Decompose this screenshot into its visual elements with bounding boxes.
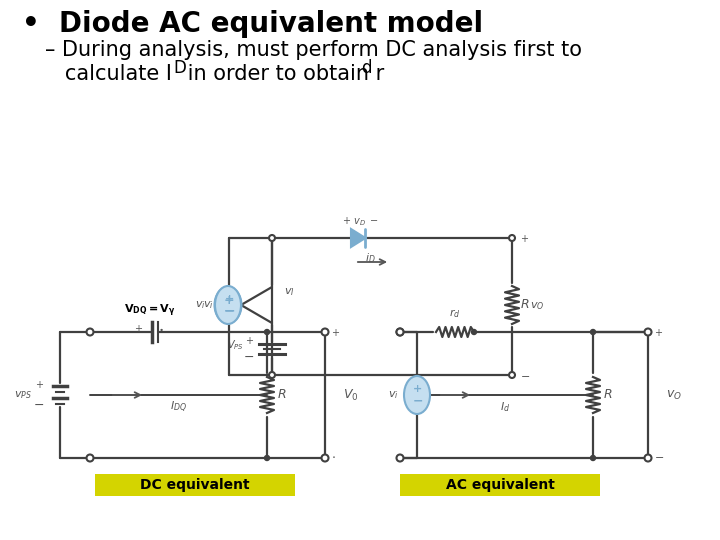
Circle shape xyxy=(509,372,515,378)
Text: $-$: $-$ xyxy=(654,451,664,461)
Circle shape xyxy=(264,456,269,461)
Text: $R$: $R$ xyxy=(277,388,287,402)
Text: $v_O$: $v_O$ xyxy=(530,301,544,313)
Circle shape xyxy=(397,328,403,335)
Circle shape xyxy=(269,372,275,378)
Text: +: + xyxy=(413,384,423,394)
Text: −: − xyxy=(224,305,234,318)
Text: $\mathbf{V_{DQ} = V_\gamma}$: $\mathbf{V_{DQ} = V_\gamma}$ xyxy=(124,302,176,319)
Text: $+$: $+$ xyxy=(520,233,529,244)
Text: $v_I$: $v_I$ xyxy=(284,286,294,298)
Text: AC equivalent: AC equivalent xyxy=(446,478,554,492)
Ellipse shape xyxy=(215,286,241,324)
Circle shape xyxy=(509,235,515,241)
Circle shape xyxy=(590,329,595,334)
Text: $R$: $R$ xyxy=(603,388,613,402)
Circle shape xyxy=(644,328,652,335)
Text: $\bullet$: $\bullet$ xyxy=(158,325,164,334)
Text: $-$: $-$ xyxy=(243,349,254,362)
Text: $\cdot$: $\cdot$ xyxy=(331,449,336,462)
Ellipse shape xyxy=(404,376,430,414)
Text: −: − xyxy=(223,303,235,317)
Text: – During analysis, must perform DC analysis first to: – During analysis, must perform DC analy… xyxy=(45,40,582,60)
Circle shape xyxy=(322,455,328,462)
Text: $+$: $+$ xyxy=(35,379,44,389)
Circle shape xyxy=(510,373,515,377)
Text: $+$: $+$ xyxy=(134,323,143,334)
Text: $v_i$: $v_i$ xyxy=(388,389,399,401)
Text: in order to obtain r: in order to obtain r xyxy=(181,64,384,84)
Text: $i_D$: $i_D$ xyxy=(364,251,375,265)
Circle shape xyxy=(264,329,269,334)
Ellipse shape xyxy=(215,287,241,323)
Text: D: D xyxy=(173,59,186,77)
Text: $I_{DQ}$: $I_{DQ}$ xyxy=(170,400,187,415)
Circle shape xyxy=(397,328,403,335)
Text: $+\ v_D\ -$: $+\ v_D\ -$ xyxy=(341,215,379,228)
Circle shape xyxy=(322,328,328,335)
Circle shape xyxy=(472,329,477,334)
Text: $+$: $+$ xyxy=(654,327,663,338)
Text: $v_{PS}$: $v_{PS}$ xyxy=(14,389,32,401)
FancyBboxPatch shape xyxy=(95,474,295,496)
Text: $+$: $+$ xyxy=(331,327,340,338)
Circle shape xyxy=(269,235,275,241)
Circle shape xyxy=(86,328,94,335)
Circle shape xyxy=(397,455,403,462)
Text: •  Diode AC equivalent model: • Diode AC equivalent model xyxy=(22,10,483,38)
Polygon shape xyxy=(351,229,365,247)
Text: DC equivalent: DC equivalent xyxy=(140,478,250,492)
Text: $V_{PS}$: $V_{PS}$ xyxy=(227,338,244,352)
Circle shape xyxy=(86,455,94,462)
FancyBboxPatch shape xyxy=(400,474,600,496)
Text: $r_d$: $r_d$ xyxy=(449,307,461,320)
Circle shape xyxy=(644,455,652,462)
Text: $v_i$: $v_i$ xyxy=(203,299,214,311)
Text: −: − xyxy=(413,395,423,408)
Text: +: + xyxy=(224,294,234,307)
Text: +: + xyxy=(225,294,233,304)
Text: $I_d$: $I_d$ xyxy=(500,400,510,414)
Circle shape xyxy=(590,456,595,461)
Text: calculate I: calculate I xyxy=(45,64,172,84)
Text: $V_0$: $V_0$ xyxy=(343,388,359,402)
Text: $v_i$: $v_i$ xyxy=(195,299,206,311)
Text: $-$: $-$ xyxy=(520,370,530,380)
Text: d: d xyxy=(361,59,372,77)
Text: $-$: $-$ xyxy=(33,397,44,410)
Text: $R$: $R$ xyxy=(520,299,529,312)
Text: $+$: $+$ xyxy=(245,334,254,346)
Text: $v_O$: $v_O$ xyxy=(666,388,682,402)
